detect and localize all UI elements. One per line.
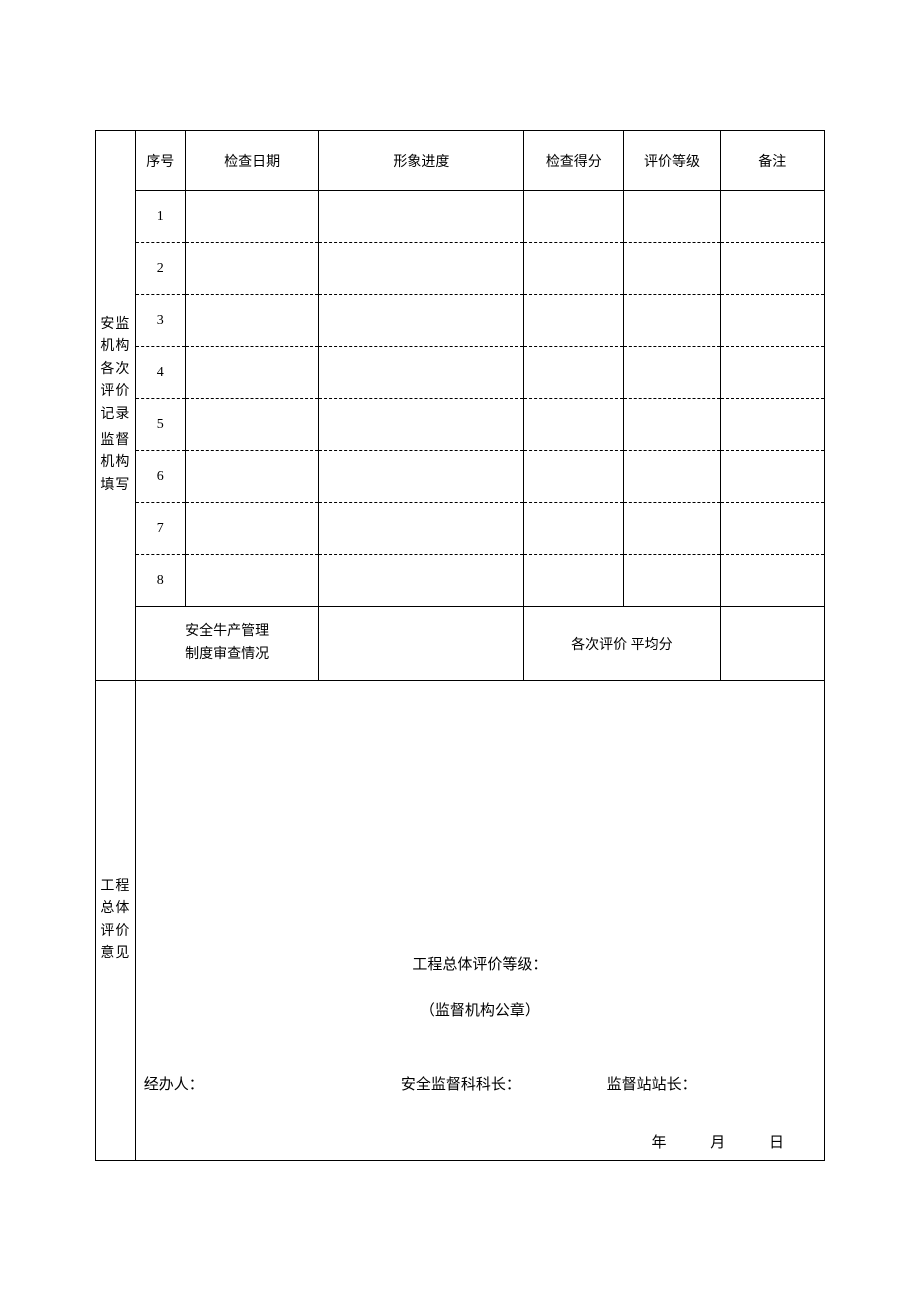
cell-seq: 2 (135, 243, 185, 295)
summary-mgmt-label: 安全牛产管理 制度审查情况 (135, 607, 319, 681)
cell-score (524, 243, 624, 295)
cell-progress (319, 451, 524, 503)
opinion-cell: 工程总体评价等级： （监督机构公章） 经办人： 安全监督科科长： 监督站站长： … (135, 681, 824, 1161)
cell-note (720, 243, 824, 295)
cell-progress (319, 295, 524, 347)
cell-note (720, 191, 824, 243)
cell-score (524, 555, 624, 607)
cell-score (524, 399, 624, 451)
signer-handler: 经办人： (142, 1073, 355, 1094)
cell-grade (624, 295, 720, 347)
cell-seq: 3 (135, 295, 185, 347)
cell-date (185, 191, 319, 243)
table-row: 5 (96, 399, 825, 451)
opinion-date: 年 月 日 (633, 1131, 804, 1152)
cell-note (720, 503, 824, 555)
section-label-records-text2: 监督机构填写 (96, 430, 135, 497)
date-year: 年 (651, 1131, 668, 1152)
cell-grade (624, 555, 720, 607)
cell-note (720, 399, 824, 451)
cell-progress (319, 399, 524, 451)
table-row: 4 (96, 347, 825, 399)
header-date: 检查日期 (185, 131, 319, 191)
section-label-opinion: 工程总体评价意见 (96, 681, 136, 1161)
summary-mgmt-label-l2: 制度审查情况 (136, 644, 319, 666)
cell-score (524, 451, 624, 503)
header-score: 检查得分 (524, 131, 624, 191)
cell-grade (624, 451, 720, 503)
cell-grade (624, 243, 720, 295)
header-grade: 评价等级 (624, 131, 720, 191)
cell-progress (319, 191, 524, 243)
cell-date (185, 243, 319, 295)
cell-seq: 4 (135, 347, 185, 399)
cell-progress (319, 555, 524, 607)
cell-date (185, 399, 319, 451)
cell-progress (319, 347, 524, 399)
signer-section-chief: 安全监督科科长： (355, 1073, 566, 1094)
cell-date (185, 451, 319, 503)
evaluation-table: 安监机构各次评价记录 监督机构填写 序号 检查日期 形象进度 检查得分 评价等级… (95, 130, 825, 1161)
cell-progress (319, 503, 524, 555)
table-row: 3 (96, 295, 825, 347)
cell-seq: 1 (135, 191, 185, 243)
cell-grade (624, 347, 720, 399)
cell-seq: 8 (135, 555, 185, 607)
table-row: 7 (96, 503, 825, 555)
cell-date (185, 503, 319, 555)
cell-date (185, 555, 319, 607)
cell-date (185, 347, 319, 399)
cell-score (524, 191, 624, 243)
date-month: 月 (710, 1131, 727, 1152)
cell-note (720, 555, 824, 607)
opinion-content: 工程总体评价等级： （监督机构公章） 经办人： 安全监督科科长： 监督站站长： … (136, 681, 824, 1160)
cell-grade (624, 399, 720, 451)
summary-row: 安全牛产管理 制度审查情况 各次评价 平均分 (96, 607, 825, 681)
table-row: 6 (96, 451, 825, 503)
summary-avg-label: 各次评价 平均分 (524, 607, 720, 681)
section-label-opinion-text: 工程总体评价意见 (96, 876, 135, 966)
table-row: 1 (96, 191, 825, 243)
header-note: 备注 (720, 131, 824, 191)
cell-date (185, 295, 319, 347)
cell-grade (624, 191, 720, 243)
opinion-row: 工程总体评价意见 工程总体评价等级： （监督机构公章） 经办人： 安全监督科科长… (96, 681, 825, 1161)
cell-score (524, 295, 624, 347)
table-row: 2 (96, 243, 825, 295)
cell-seq: 7 (135, 503, 185, 555)
section-label-records: 安监机构各次评价记录 监督机构填写 (96, 131, 136, 681)
table-row: 8 (96, 555, 825, 607)
cell-score (524, 503, 624, 555)
cell-note (720, 295, 824, 347)
summary-avg-value (720, 607, 824, 681)
cell-grade (624, 503, 720, 555)
cell-progress (319, 243, 524, 295)
opinion-stamp-label: （监督机构公章） (136, 999, 824, 1020)
section-label-records-text1: 安监机构各次评价记录 (96, 314, 135, 426)
cell-seq: 5 (135, 399, 185, 451)
summary-mgmt-label-l1: 安全牛产管理 (136, 621, 319, 643)
table-header-row: 安监机构各次评价记录 监督机构填写 序号 检查日期 形象进度 检查得分 评价等级… (96, 131, 825, 191)
opinion-signers: 经办人： 安全监督科科长： 监督站站长： (142, 1073, 818, 1094)
header-seq: 序号 (135, 131, 185, 191)
date-day: 日 (769, 1131, 786, 1152)
cell-note (720, 451, 824, 503)
cell-seq: 6 (135, 451, 185, 503)
header-progress: 形象进度 (319, 131, 524, 191)
cell-note (720, 347, 824, 399)
opinion-overall-grade: 工程总体评价等级： (136, 953, 824, 974)
signer-station-chief: 监督站站长： (567, 1073, 818, 1094)
summary-mgmt-value (319, 607, 524, 681)
cell-score (524, 347, 624, 399)
